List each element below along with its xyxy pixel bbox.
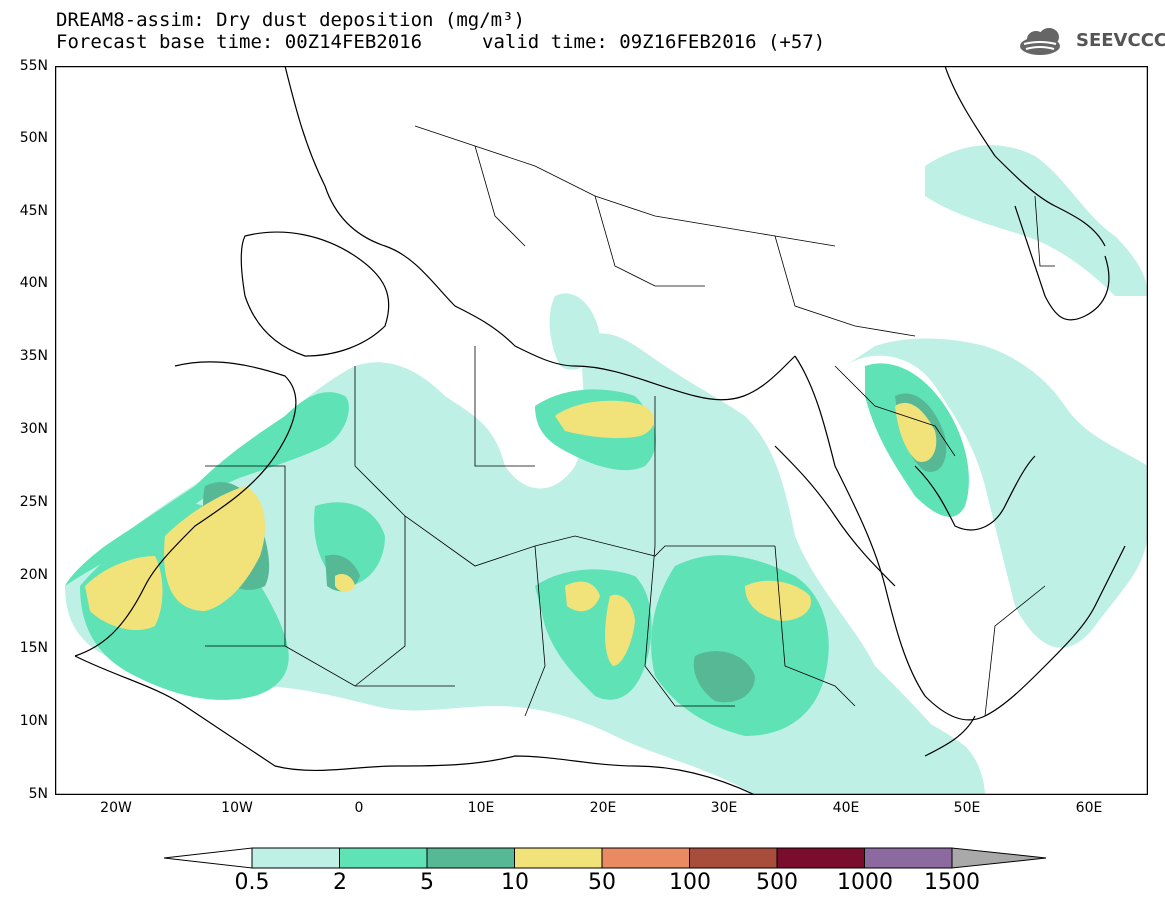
lon-label: 30E — [710, 800, 738, 816]
colorbar — [163, 847, 1047, 869]
contour-10 — [85, 400, 937, 666]
colorbar-min-arrow — [163, 847, 253, 869]
colorbar-max-arrow — [951, 847, 1047, 869]
colorbar-cell — [601, 847, 690, 869]
colorbar-label: 1000 — [837, 870, 893, 895]
colorbar-cell — [776, 847, 865, 869]
colorbar-cell — [339, 847, 428, 869]
borders — [205, 125, 1055, 717]
colorbar-label: 100 — [669, 870, 711, 895]
lon-label: 20E — [589, 800, 617, 816]
seevccc-cloud-icon — [1020, 28, 1060, 55]
lat-label: 50N — [19, 130, 48, 146]
lon-label: 0 — [354, 800, 364, 816]
colorbar-cell — [689, 847, 778, 869]
colorbar-label: 10 — [501, 870, 529, 895]
lat-label: 25N — [19, 494, 48, 510]
coastlines — [74, 66, 1126, 795]
lon-label: 60E — [1075, 800, 1103, 816]
lat-label: 10N — [19, 713, 48, 729]
map-title: DREAM8-assim: Dry dust deposition (mg/m³… — [56, 9, 525, 31]
colorbar-cell — [251, 847, 340, 869]
lat-label: 20N — [19, 567, 48, 583]
lat-label: 30N — [19, 421, 48, 437]
lat-label: 15N — [19, 640, 48, 656]
colorbar-label: 5 — [420, 870, 434, 895]
colorbar-label: 0.5 — [234, 870, 270, 895]
colorbar-label: 500 — [756, 870, 798, 895]
colorbar-label: 1500 — [924, 870, 980, 895]
lon-label: 10E — [467, 800, 495, 816]
lon-label: 50E — [953, 800, 981, 816]
colorbar-cell — [864, 847, 953, 869]
lat-label: 5N — [28, 786, 48, 802]
forecast-base-time: Forecast base time: 00Z14FEB2016 — [56, 31, 423, 53]
logo-text: SEEVCCC — [1076, 30, 1165, 51]
lon-label: 20W — [100, 800, 132, 816]
lat-label: 55N — [19, 58, 48, 74]
lat-label: 35N — [19, 348, 48, 364]
lon-label: 40E — [832, 800, 860, 816]
colorbar-cell — [426, 847, 515, 869]
dust-deposition-map — [55, 66, 1148, 795]
colorbar-cell — [514, 847, 603, 869]
colorbar-label: 2 — [333, 870, 347, 895]
colorbar-label: 50 — [588, 870, 616, 895]
lat-label: 40N — [19, 275, 48, 291]
valid-time: valid time: 09Z16FEB2016 (+57) — [482, 31, 826, 53]
lon-label: 10W — [221, 800, 253, 816]
lat-label: 45N — [19, 203, 48, 219]
